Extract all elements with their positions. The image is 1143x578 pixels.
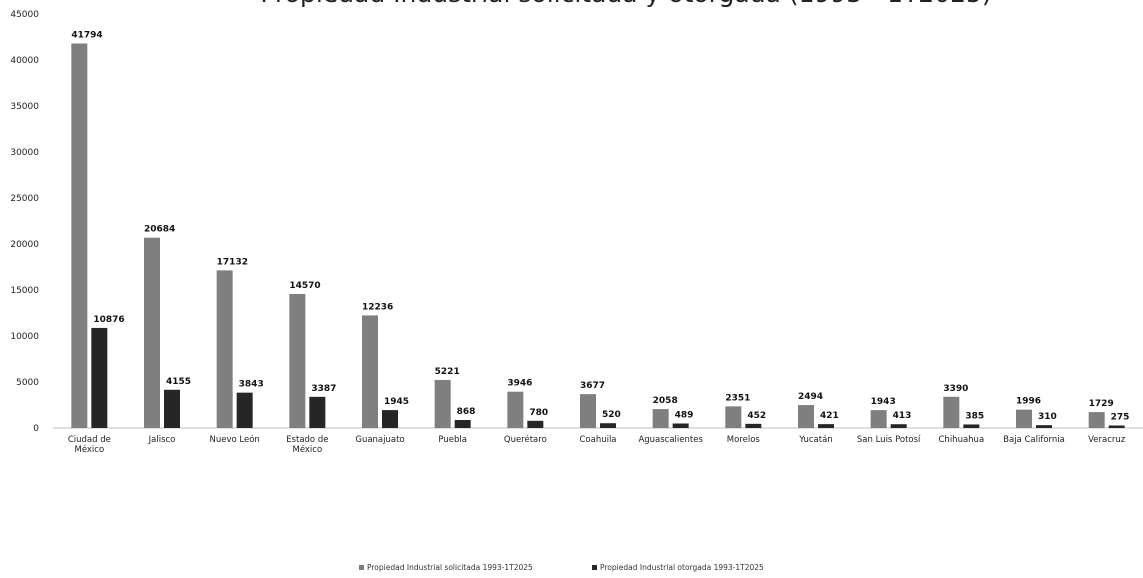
bar-solicitada (580, 394, 596, 428)
bar-otorgada (1108, 425, 1125, 428)
x-tick-label: Jalisco (148, 435, 176, 445)
data-label: 421 (820, 411, 839, 421)
data-label: 41794 (71, 30, 102, 40)
y-tick-label: 0 (33, 424, 39, 434)
data-label: 3390 (943, 384, 968, 394)
data-label: 20684 (144, 225, 175, 235)
y-tick-label: 10000 (10, 332, 39, 342)
data-label: 3946 (507, 379, 532, 389)
data-label: 3677 (580, 381, 605, 391)
bar-otorgada (672, 423, 689, 428)
data-label: 2351 (725, 393, 750, 403)
bar-solicitada (943, 396, 960, 428)
x-tick-label: Baja California (1003, 435, 1065, 445)
bar-solicitada (1016, 409, 1032, 428)
bar-solicitada (216, 270, 233, 428)
bar-otorgada (164, 389, 180, 428)
bars (71, 43, 1125, 428)
data-label: 1996 (1016, 397, 1041, 407)
y-tick-label: 40000 (10, 56, 39, 66)
bar-solicitada (870, 410, 887, 428)
x-tick-label: Querétaro (504, 434, 547, 445)
y-tick-label: 25000 (10, 194, 39, 204)
data-label: 2494 (798, 392, 823, 402)
legend-label: Propiedad Industrial solicitada 1993-1T2… (367, 563, 533, 572)
data-label: 413 (893, 411, 912, 421)
data-label: 3843 (239, 380, 264, 390)
bar-otorgada (454, 420, 471, 428)
data-label: 12236 (362, 302, 393, 312)
legend-label: Propiedad Industrial otorgada 1993-1T202… (600, 563, 764, 572)
data-label: 2058 (653, 396, 678, 406)
bar-otorgada (890, 424, 907, 428)
data-label: 17132 (217, 257, 248, 267)
x-tick-label: Guanajuato (355, 435, 404, 445)
x-tick-label: Ciudad de México (68, 435, 111, 455)
bar-solicitada (652, 409, 669, 428)
bar-otorgada (1036, 425, 1052, 428)
x-tick-label: Aguascalientes (638, 435, 703, 445)
y-tick-label: 30000 (10, 148, 39, 158)
bar-otorgada (91, 327, 108, 428)
y-axis: 0 5000 10000 15000 20000 25000 30000 35000 40000… (10, 10, 39, 434)
data-label: 1945 (384, 397, 409, 407)
data-labels: 41794 10876 20684 4155 17132 3843 14570 3387 122… (71, 30, 1129, 422)
x-tick-label: Coahuila (579, 435, 616, 445)
data-label: 452 (747, 411, 766, 421)
bar-solicitada (507, 391, 524, 428)
y-tick-label: 20000 (10, 240, 39, 250)
x-tick-label: Morelos (727, 435, 761, 445)
legend: Propiedad Industrial solicitada 1993-1T2… (359, 563, 764, 572)
bar-otorgada (963, 424, 980, 428)
y-tick-label: 5000 (16, 378, 39, 388)
x-tick-label: Veracruz (1088, 435, 1126, 445)
bar-solicitada (289, 293, 306, 428)
x-tick-label: San Luis Potosí (857, 435, 921, 445)
legend-swatch (359, 565, 364, 570)
x-axis: Ciudad de México Jalisco Nuevo León Estado d… (68, 434, 1126, 455)
bar-otorgada (745, 423, 762, 428)
chart-title: Propiedad Industrial solicitada y otorga… (260, 0, 991, 8)
bar-solicitada (798, 405, 814, 428)
data-label: 4155 (166, 377, 191, 387)
bar-solicitada (725, 406, 742, 428)
data-label: 520 (602, 410, 621, 420)
legend-swatch (592, 565, 597, 570)
bar-solicitada (362, 315, 378, 428)
x-tick-label: Estado de México (286, 435, 328, 455)
data-label: 3387 (311, 384, 336, 394)
bar-solicitada (434, 379, 451, 428)
bar-otorgada (818, 424, 834, 428)
y-tick-label: 35000 (10, 102, 39, 112)
data-label: 1729 (1089, 399, 1114, 409)
y-tick-label: 15000 (10, 286, 39, 296)
bar-otorgada (527, 420, 544, 428)
bar-otorgada (600, 423, 616, 428)
data-label: 1943 (871, 397, 896, 407)
x-tick-label: Yucatán (798, 435, 832, 445)
x-tick-label: Puebla (438, 435, 467, 445)
y-tick-label: 45000 (10, 10, 39, 20)
bar-otorgada (309, 396, 326, 428)
bar-otorgada (382, 410, 398, 428)
data-label: 14570 (289, 281, 320, 291)
data-label: 10876 (93, 315, 124, 325)
bar-solicitada (144, 237, 160, 428)
data-label: 868 (457, 407, 476, 417)
bar-solicitada (1088, 412, 1105, 428)
data-label: 489 (675, 411, 694, 421)
data-label: 385 (965, 411, 984, 421)
data-label: 5221 (435, 367, 460, 377)
data-label: 780 (529, 408, 548, 418)
x-tick-label: Chihuahua (939, 435, 985, 445)
x-tick-label: Nuevo León (210, 434, 260, 445)
bar-otorgada (236, 392, 253, 428)
data-label: 275 (1111, 412, 1130, 422)
data-label: 310 (1038, 412, 1057, 422)
bar-solicitada (71, 43, 88, 428)
